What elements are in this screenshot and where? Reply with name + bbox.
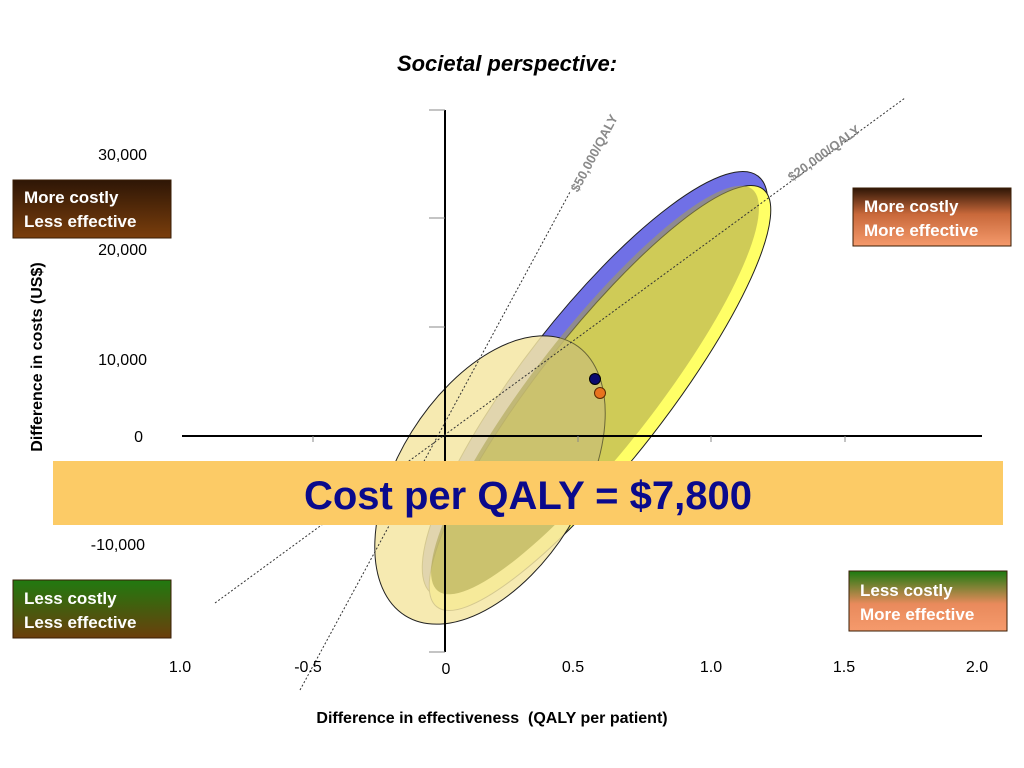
x-tick-label: 1.5 <box>833 659 855 676</box>
quadrant-nw: More costly Less effective <box>12 179 172 239</box>
quadrant-sw-line1: Less costly <box>24 589 117 608</box>
chart-title: Societal perspective: <box>397 51 617 76</box>
x-tick-label: 2.0 <box>966 659 988 676</box>
y-tick-label: 30,000 <box>98 147 147 164</box>
quadrant-nw-line2: Less effective <box>24 212 136 231</box>
point-blue <box>589 373 601 385</box>
x-tick-label: -0.5 <box>294 659 322 676</box>
quadrant-se-line1: Less costly <box>860 581 953 600</box>
quadrant-ne-line1: More costly <box>864 197 959 216</box>
x-axis-label: Difference in effectiveness (QALY per pa… <box>316 710 667 727</box>
quadrant-se-box <box>848 570 1008 632</box>
confidence-ellipses <box>374 171 772 625</box>
x-tick-labels: 1.0 -0.5 0 0.5 1.0 1.5 2.0 <box>169 659 988 678</box>
x-tick-label: 1.0 <box>700 659 722 676</box>
y-tick-labels: 30,000 20,000 10,000 0 -10,000 <box>91 147 147 554</box>
quadrant-sw-box <box>12 579 172 639</box>
wtp-label-20000: $20,000/QALY <box>785 122 863 185</box>
y-axis-label: Difference in costs (US$) <box>29 262 46 451</box>
y-tick-label: 0 <box>134 429 143 446</box>
x-tick-label: 0.5 <box>562 659 584 676</box>
quadrant-se: Less costly More effective <box>848 570 1008 632</box>
quadrant-ne-box <box>852 187 1012 247</box>
banner-box <box>53 461 1003 525</box>
wtp-line-20000 <box>214 97 906 604</box>
x-tick-label: 1.0 <box>169 659 191 676</box>
data-points <box>589 373 606 399</box>
wtp-line-50000 <box>299 191 571 691</box>
wtp-label-50000: $50,000/QALY <box>567 112 621 195</box>
cost-per-qaly-banner: Cost per QALY = $7,800 <box>53 461 1003 525</box>
point-orange <box>594 387 606 399</box>
quadrant-nw-line1: More costly <box>24 188 119 207</box>
y-tick-label: 20,000 <box>98 242 147 259</box>
y-tick-label: 10,000 <box>98 352 147 369</box>
axes <box>182 109 982 653</box>
quadrant-nw-box <box>12 179 172 239</box>
quadrant-sw-line2: Less effective <box>24 613 136 632</box>
banner-text: Cost per QALY = $7,800 <box>304 474 752 518</box>
quadrant-ne-line2: More effective <box>864 221 978 240</box>
y-tick-label: -10,000 <box>91 537 145 554</box>
x-tick-label: 0 <box>442 661 451 678</box>
quadrant-se-line2: More effective <box>860 605 974 624</box>
quadrant-ne: More costly More effective <box>852 187 1012 247</box>
quadrant-sw: Less costly Less effective <box>12 579 172 639</box>
